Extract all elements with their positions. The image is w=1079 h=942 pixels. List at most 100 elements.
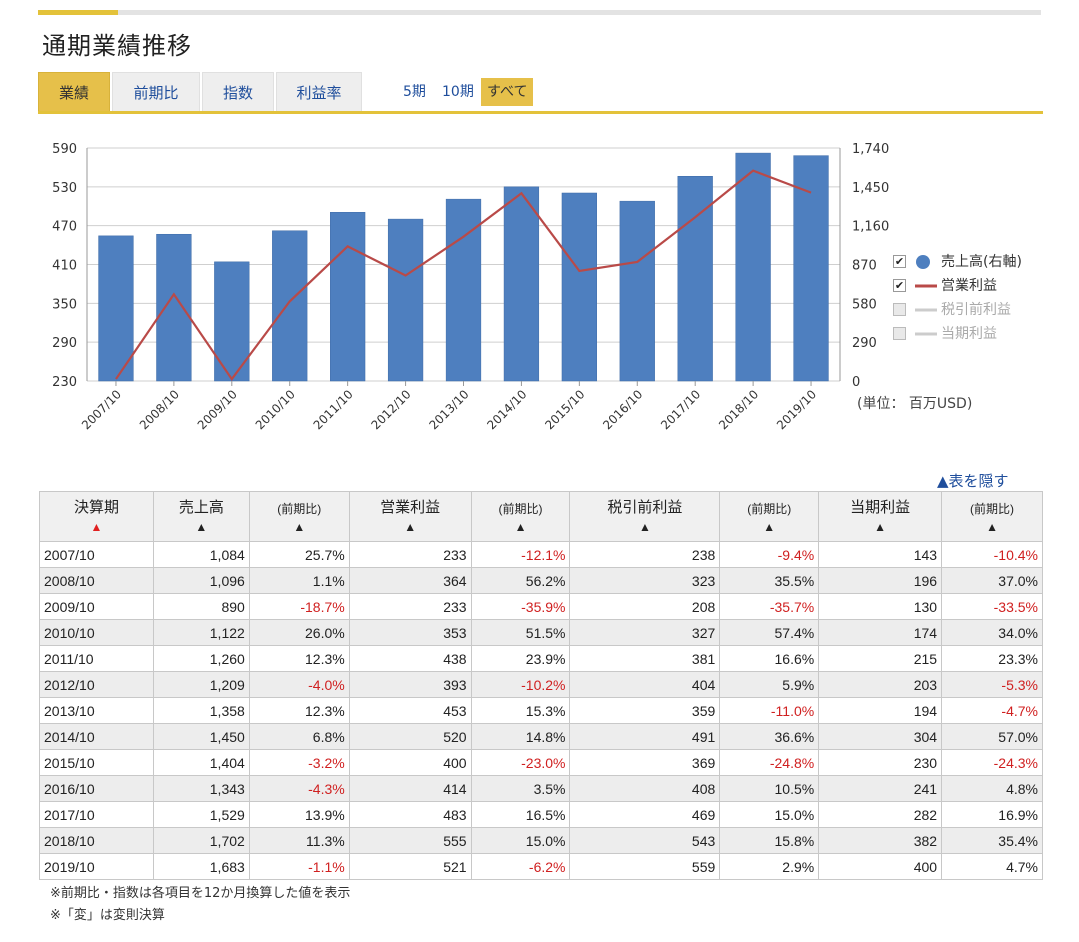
table-cell: 230	[818, 749, 943, 776]
left-axis-tick: 410	[52, 259, 77, 274]
table-cell: -1.1%	[248, 853, 350, 880]
table-cell: 26.0%	[248, 619, 350, 646]
table-cell: 57.0%	[941, 723, 1043, 750]
bar-sales	[387, 218, 424, 382]
bar-sales	[272, 230, 308, 382]
table-cell: 304	[818, 723, 943, 750]
right-axis-tick: 580	[852, 297, 877, 312]
table-cell: -10.2%	[470, 671, 571, 698]
sort-arrow-icon[interactable]: ▲	[638, 520, 651, 534]
column-header: 営業利益 ▲	[348, 491, 472, 542]
table-cell: 5.9%	[719, 671, 820, 698]
sort-arrow-icon[interactable]: ▲	[514, 520, 527, 534]
table-cell: 353	[348, 619, 472, 646]
sort-arrow-icon[interactable]: ▲	[763, 520, 776, 534]
legend-label: 売上高(右軸)	[941, 254, 1022, 270]
column-header: (前期比) ▲	[470, 491, 571, 542]
legend-checkbox[interactable]: ✔	[893, 255, 906, 268]
hide-table-link[interactable]: ▲表を隠す	[937, 472, 1009, 490]
bar-sales	[98, 235, 134, 382]
table-cell: 2009/10	[39, 593, 154, 620]
table-cell: 438	[348, 645, 472, 672]
table-cell: 400	[818, 853, 943, 880]
bar-sales	[677, 176, 713, 382]
table-row: 2011/10 1,260 12.3% 438 23.9% 381 16.6% 215 23.3…	[39, 645, 1043, 672]
column-header: (前期比) ▲	[941, 491, 1043, 542]
table-row: 2008/10 1,096 1.1% 364 56.2% 323 35.5% 196 37.0%	[39, 567, 1043, 594]
table-cell: 36.6%	[719, 723, 820, 750]
table-row: 2017/10 1,529 13.9% 483 16.5% 469 15.0% 282 16.9…	[39, 801, 1043, 828]
tab-performance[interactable]: 業績	[38, 72, 110, 112]
bar-sales	[156, 233, 192, 382]
x-axis-tick: 2018/10	[716, 387, 761, 432]
table-cell: 1,343	[152, 775, 250, 802]
table-cell: 174	[818, 619, 943, 646]
table-cell: 194	[818, 697, 943, 724]
table-cell: 23.3%	[941, 645, 1043, 672]
table-cell: 2008/10	[39, 567, 154, 594]
circle-marker-icon	[916, 255, 930, 269]
table-cell: 16.9%	[941, 801, 1043, 828]
sort-arrow-icon[interactable]: ▲	[404, 520, 417, 534]
table-cell: 1,096	[152, 567, 250, 594]
table-cell: 208	[569, 593, 721, 620]
period-10[interactable]: 10期	[442, 84, 474, 100]
x-axis-tick: 2013/10	[426, 387, 471, 432]
table-cell: 6.8%	[248, 723, 350, 750]
x-axis-tick: 2014/10	[484, 387, 529, 432]
table-cell: -35.7%	[719, 593, 820, 620]
table-cell: 2013/10	[39, 697, 154, 724]
period-5[interactable]: 5期	[403, 84, 426, 100]
column-header: 決算期 ▲	[39, 491, 154, 542]
table-cell: 1,358	[152, 697, 250, 724]
table-cell: 37.0%	[941, 567, 1043, 594]
table-cell: 890	[152, 593, 250, 620]
table-cell: -6.2%	[470, 853, 571, 880]
line-marker-icon	[915, 284, 937, 288]
period-all[interactable]: すべて	[481, 78, 534, 106]
legend-checkbox[interactable]: ✔	[893, 327, 906, 340]
table-cell: 521	[348, 853, 472, 880]
column-header-label: (前期比)	[970, 502, 1015, 516]
column-header-label: 売上高	[178, 499, 224, 516]
tab-margin[interactable]: 利益率	[276, 72, 362, 112]
tab-yoy[interactable]: 前期比	[112, 72, 200, 112]
table-cell: 196	[818, 567, 943, 594]
table-cell: 143	[818, 541, 943, 568]
table-cell: 233	[348, 593, 472, 620]
table-body: 2007/10 1,084 25.7% 233 -12.1% 238 -9.4% 143 -10…	[39, 541, 1043, 880]
table-cell: 15.0%	[470, 827, 571, 854]
sort-arrow-icon[interactable]: ▲	[986, 520, 998, 534]
table-cell: 3.5%	[470, 775, 571, 802]
table-cell: -4.3%	[248, 775, 350, 802]
table-cell: 381	[569, 645, 721, 672]
table-cell: 2012/10	[39, 671, 154, 698]
bar-sales	[445, 198, 482, 382]
bar-sales	[619, 200, 655, 382]
sort-arrow-icon[interactable]: ▲	[90, 520, 103, 534]
top-bar-accent	[38, 10, 118, 15]
table-cell: 408	[569, 775, 721, 802]
sort-arrow-icon[interactable]: ▲	[293, 520, 306, 534]
legend-checkbox[interactable]: ✔	[893, 279, 906, 292]
table-row: 2012/10 1,209 -4.0% 393 -10.2% 404 5.9% 203 -5.3…	[39, 671, 1043, 698]
table-cell: 2010/10	[39, 619, 154, 646]
legend-checkbox[interactable]: ✔	[893, 303, 906, 316]
table-cell: 35.4%	[941, 827, 1043, 854]
table-cell: 1,260	[152, 645, 250, 672]
tab-index[interactable]: 指数	[202, 72, 274, 112]
left-axis-tick: 530	[52, 181, 77, 196]
line-operating-profit	[115, 169, 812, 381]
table-cell: 130	[818, 593, 943, 620]
column-header-label: 営業利益	[380, 499, 441, 516]
table-row: 2010/10 1,122 26.0% 353 51.5% 327 57.4% 174 34.0…	[39, 619, 1043, 646]
sort-arrow-icon[interactable]: ▲	[195, 520, 208, 534]
table-cell: 2011/10	[39, 645, 154, 672]
table-cell: 56.2%	[470, 567, 571, 594]
table-header-row: 決算期 ▲ 売上高 ▲ (前期比) ▲ 営業利益 ▲ (前期比) ▲ 税引前利益 ▲ (前期比) ▲ 当期利…	[39, 491, 1043, 542]
table-row: 2015/10 1,404 -3.2% 400 -23.0% 369 -24.8% 230 -2…	[39, 749, 1043, 776]
top-bar	[38, 10, 1041, 15]
table-cell: -24.8%	[719, 749, 820, 776]
sort-arrow-icon[interactable]: ▲	[874, 520, 887, 534]
x-axis-tick: 2019/10	[774, 387, 819, 432]
